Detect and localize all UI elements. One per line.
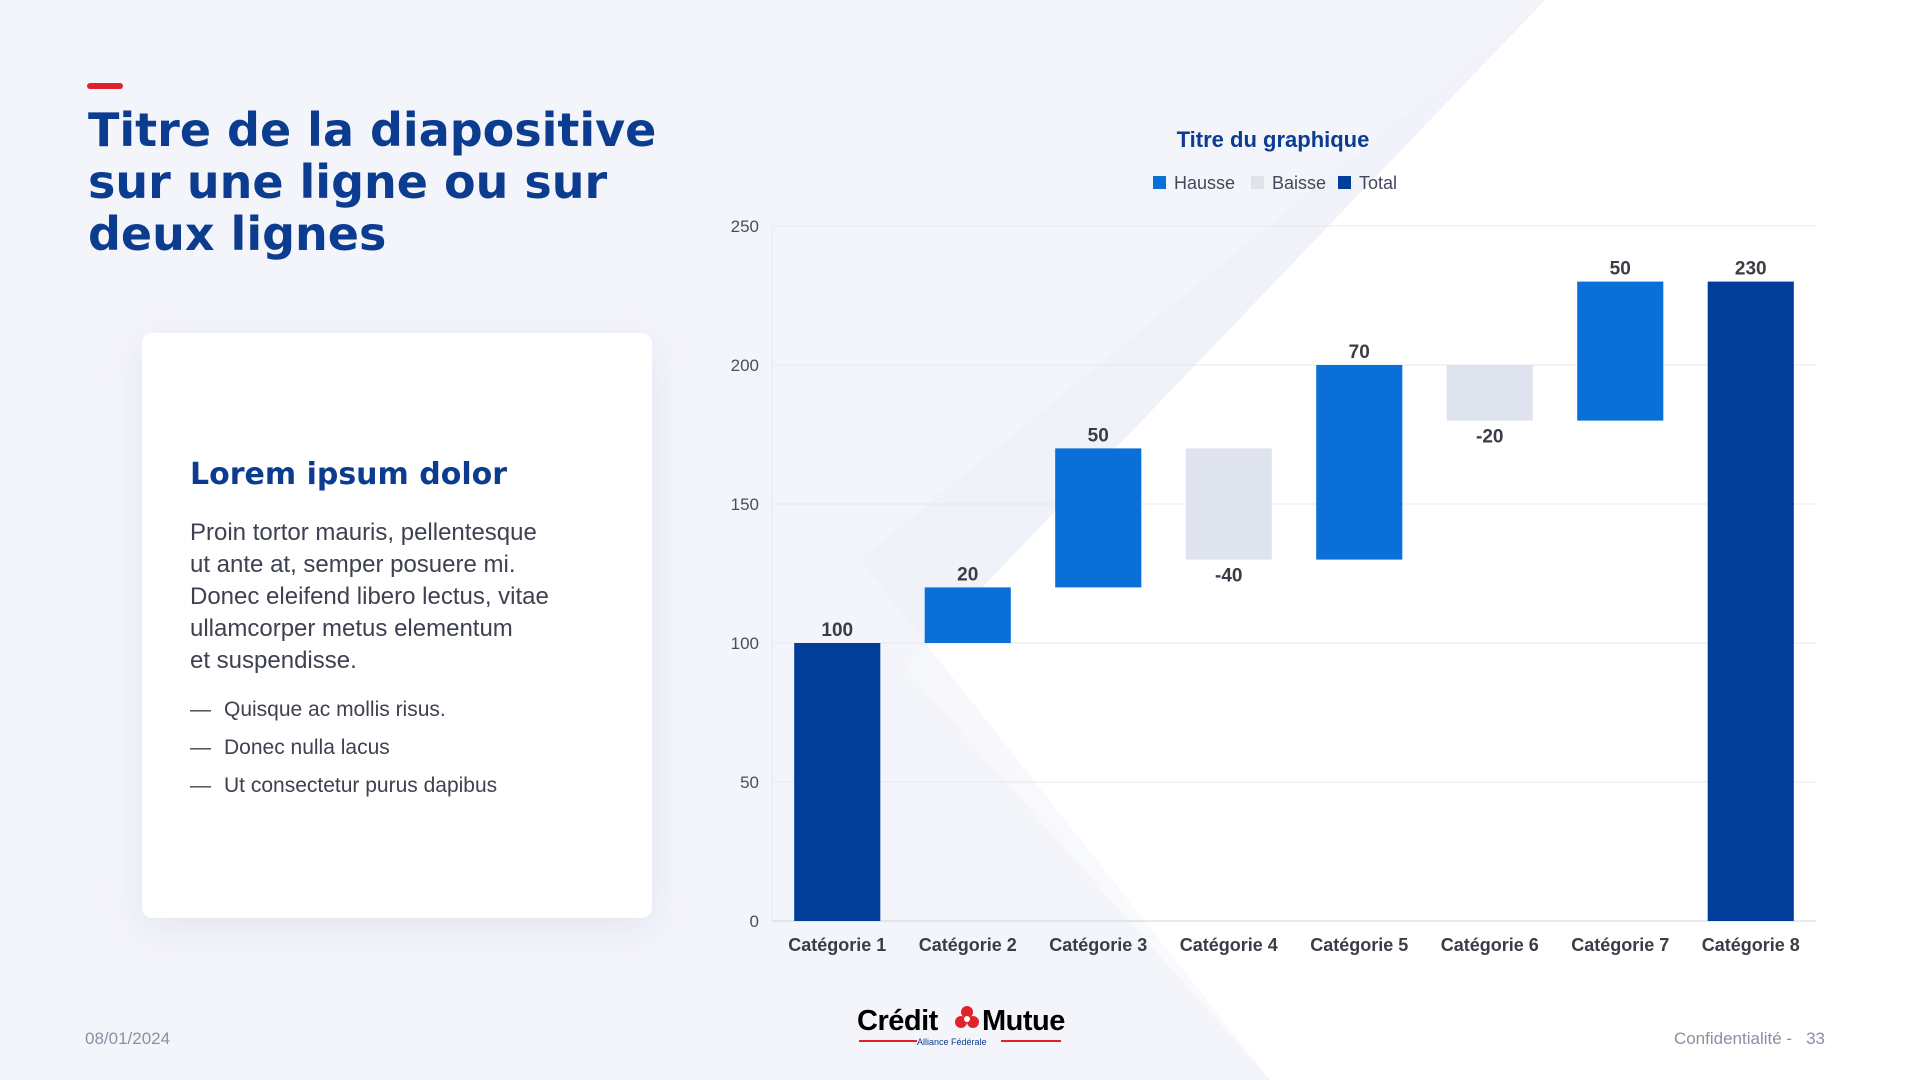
data-label: 20 [957, 564, 978, 585]
card-paragraph-line: ut ante at, semper posuere mi. [190, 551, 516, 578]
legend-label: Hausse [1174, 173, 1235, 193]
legend-label: Total [1359, 173, 1397, 193]
bar-decrease [1185, 448, 1272, 560]
bar-increase [1316, 365, 1403, 560]
bar-decrease [1446, 365, 1533, 421]
logo-text-left: Crédit [857, 1005, 939, 1037]
y-tick-label: 200 [731, 356, 759, 375]
slide-title: Titre de la diapositive sur une ligne ou… [88, 103, 657, 261]
y-tick-label: 0 [750, 912, 759, 931]
x-tick-label: Catégorie 7 [1571, 935, 1669, 955]
list-item-text: Ut consectetur purus dapibus [224, 774, 498, 797]
footer-date: 08/01/2024 [85, 1029, 171, 1048]
y-tick-label: 100 [731, 634, 759, 653]
list-item-text: Donec nulla lacus [224, 736, 390, 759]
chart-title: Titre du graphique [1177, 127, 1370, 152]
card-paragraph-line: Proin tortor mauris, pellentesque [190, 519, 537, 546]
x-tick-label: Catégorie 8 [1702, 935, 1800, 955]
x-tick-label: Catégorie 2 [919, 935, 1017, 955]
list-item: — Ut consectetur purus dapibus [190, 767, 497, 805]
logo-mark: Crédit Mutuel [857, 1005, 1073, 1042]
data-label: 230 [1735, 259, 1767, 280]
card-paragraph-line: ullamcorper metus elementum [190, 615, 513, 642]
logo-text-right: Mutuel [982, 1005, 1065, 1037]
card-heading: Lorem ipsum dolor [190, 457, 508, 492]
legend-swatch [1153, 176, 1166, 189]
bar-total [1707, 281, 1794, 922]
title-accent-bar [87, 83, 123, 89]
list-item-text: Quisque ac mollis risus. [224, 698, 446, 721]
list-item: — Quisque ac mollis risus. [190, 691, 497, 729]
data-label: -40 [1215, 566, 1242, 587]
x-tick-label: Catégorie 6 [1441, 935, 1539, 955]
slide-title-line: Titre de la diapositive [88, 103, 657, 157]
card-paragraph: Proin tortor mauris, pellentesque ut ant… [190, 517, 630, 677]
legend-label: Baisse [1272, 173, 1326, 193]
slide-title-line: deux lignes [88, 207, 387, 261]
y-tick-label: 50 [740, 773, 759, 792]
confidentiality-label: Confidentialité - [1673, 1029, 1793, 1048]
x-tick-label: Catégorie 3 [1049, 935, 1147, 955]
slide-title-line: sur une ligne ou sur [88, 155, 608, 209]
bullet-dash: — [190, 698, 211, 721]
x-tick-label: Catégorie 1 [788, 935, 886, 955]
logo-subtitle: Alliance Fédérale [917, 1037, 987, 1047]
legend-swatch [1251, 176, 1264, 189]
data-label: 70 [1349, 342, 1370, 363]
logo-emblem-icon [955, 1006, 979, 1028]
bullet-dash: — [190, 774, 211, 797]
x-tick-label: Catégorie 4 [1180, 935, 1278, 955]
card-paragraph-line: et suspendisse. [190, 647, 357, 674]
bar-total [794, 643, 881, 921]
bar-increase [1577, 281, 1664, 421]
bar-increase [924, 587, 1011, 643]
card-bullet-list: — Quisque ac mollis risus. — Donec nulla l… [190, 691, 497, 805]
footer-confidentiality: Confidentialité - 33 [1674, 1029, 1825, 1049]
x-tick-label: Catégorie 5 [1310, 935, 1408, 955]
list-item: — Donec nulla lacus [190, 729, 497, 767]
bullet-dash: — [190, 736, 211, 759]
y-tick-label: 250 [731, 217, 759, 236]
bar-increase [1055, 448, 1142, 588]
credit-mutuel-logo: Crédit Mutuel Alliance Fédérale [855, 1000, 1073, 1050]
legend-swatch [1338, 176, 1351, 189]
card-paragraph-line: Donec eleifend libero lectus, vitae [190, 583, 549, 610]
data-label: 50 [1088, 425, 1109, 446]
waterfall-chart: Titre du graphique Hausse Baisse Total 0 50 10… [731, 127, 1816, 955]
y-tick-label: 150 [731, 495, 759, 514]
data-label: 100 [821, 620, 853, 641]
data-label: 50 [1610, 259, 1631, 280]
data-label: -20 [1476, 427, 1503, 448]
text-card: Lorem ipsum dolor Proin tortor mauris, p… [142, 333, 652, 918]
page-number: 33 [1806, 1029, 1825, 1048]
